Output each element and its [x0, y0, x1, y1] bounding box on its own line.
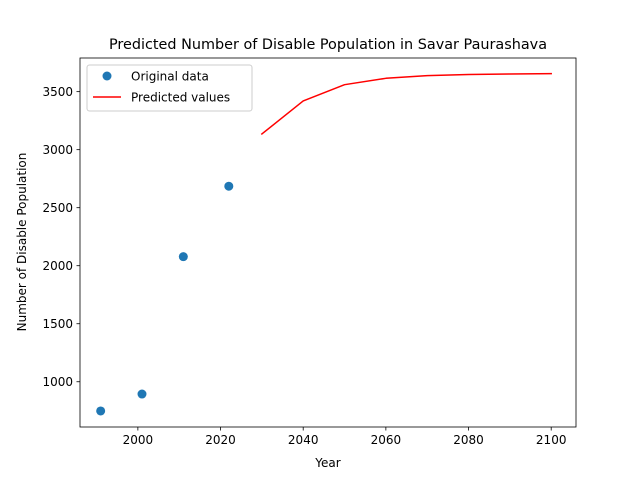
x-tick-label: 2020 [205, 433, 236, 447]
y-axis-label: Number of Disable Population [15, 153, 29, 332]
y-tick-label: 1500 [42, 317, 73, 331]
series-line-predicted [260, 72, 552, 136]
x-axis-label: Year [314, 456, 340, 470]
x-tick-label: 2100 [536, 433, 567, 447]
x-tick-label: 2000 [123, 433, 154, 447]
plot-area [96, 72, 552, 416]
data-point-original [96, 406, 106, 416]
data-point-original [224, 181, 234, 191]
legend-label: Original data [131, 69, 209, 83]
legend-point-marker [102, 71, 112, 81]
data-point-original [137, 389, 147, 399]
y-tick-label: 1000 [42, 375, 73, 389]
axes: 2000 2020 2040 2060 2080 2100 1000 1500 2000 2500… [42, 57, 577, 447]
axes-frame [79, 57, 577, 428]
y-tick-label: 2000 [42, 259, 73, 273]
legend: Original data Predicted values [86, 64, 253, 112]
legend-box [86, 64, 253, 112]
x-tick-label: 2060 [371, 433, 402, 447]
y-tick-label: 3500 [42, 85, 73, 99]
y-tick-label: 3000 [42, 143, 73, 157]
x-tick-label: 2080 [453, 433, 484, 447]
legend-label: Predicted values [131, 90, 230, 104]
chart-title: Predicted Number of Disable Population i… [109, 37, 547, 53]
y-tick-label: 2500 [42, 201, 73, 215]
x-tick-label: 2040 [288, 433, 319, 447]
data-point-original [178, 252, 188, 262]
